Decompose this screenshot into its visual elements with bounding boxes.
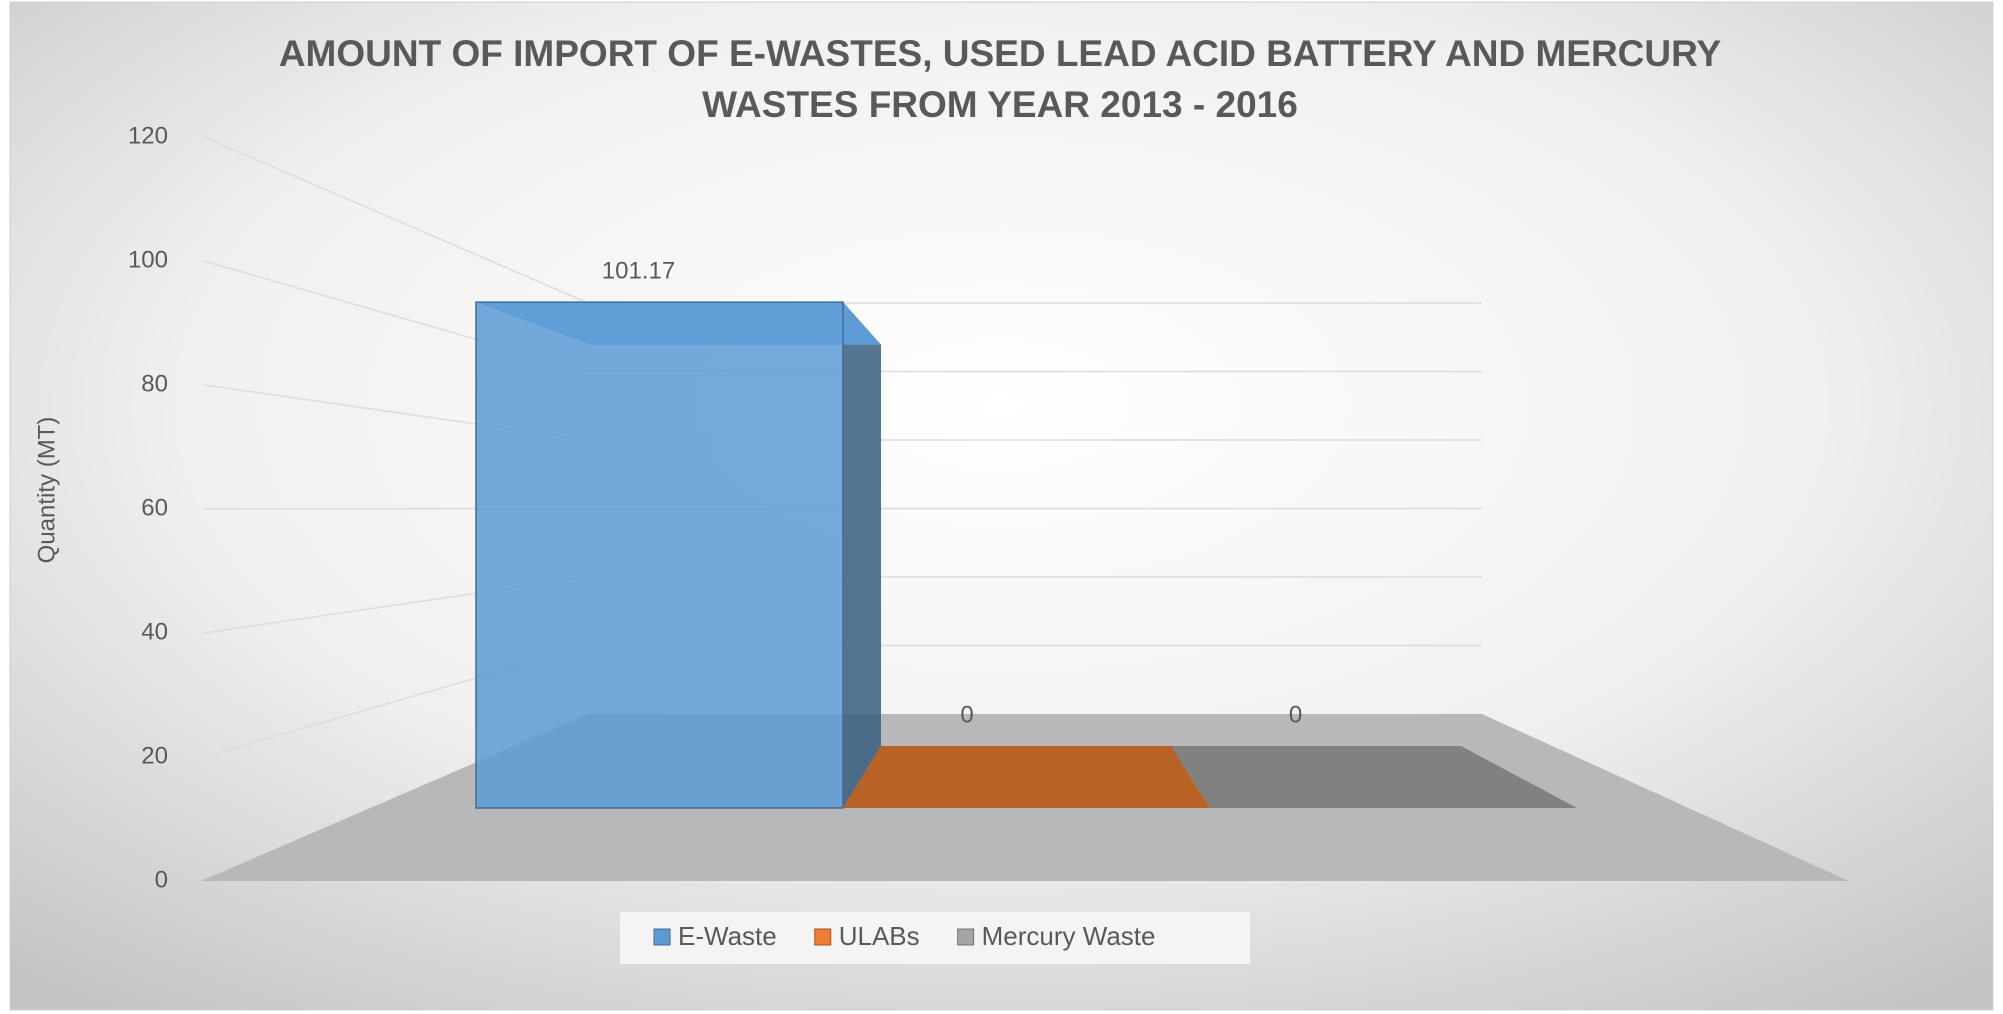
- legend-swatch: [814, 928, 832, 946]
- data-label: 0: [1289, 701, 1302, 728]
- legend-label: ULABs: [839, 921, 920, 951]
- bar-front: [475, 301, 844, 809]
- data-label: 0: [960, 701, 973, 728]
- y-tick-label: 100: [128, 246, 168, 273]
- legend-label: Mercury Waste: [982, 921, 1156, 951]
- data-label: 101.17: [602, 257, 675, 284]
- chart-title: AMOUNT OF IMPORT OF E-WASTES, USED LEAD …: [278, 33, 1722, 125]
- grid-line: [203, 136, 589, 304]
- y-tick-label: 0: [155, 866, 168, 893]
- bar-top: [843, 746, 1210, 808]
- legend-box: [620, 912, 1250, 964]
- legend-label: E-Waste: [678, 921, 777, 951]
- bar-side: [843, 302, 881, 808]
- y-tick-label: 40: [141, 618, 168, 645]
- y-tick-label: 80: [141, 370, 168, 397]
- y-tick-label: 20: [141, 742, 168, 769]
- y-tick-label: 120: [128, 122, 168, 149]
- legend-swatch: [653, 928, 671, 946]
- y-axis-label: Quantity (MT): [33, 417, 60, 564]
- y-tick-label: 60: [141, 494, 168, 521]
- legend-swatch: [957, 928, 975, 946]
- bar-top: [1171, 746, 1577, 808]
